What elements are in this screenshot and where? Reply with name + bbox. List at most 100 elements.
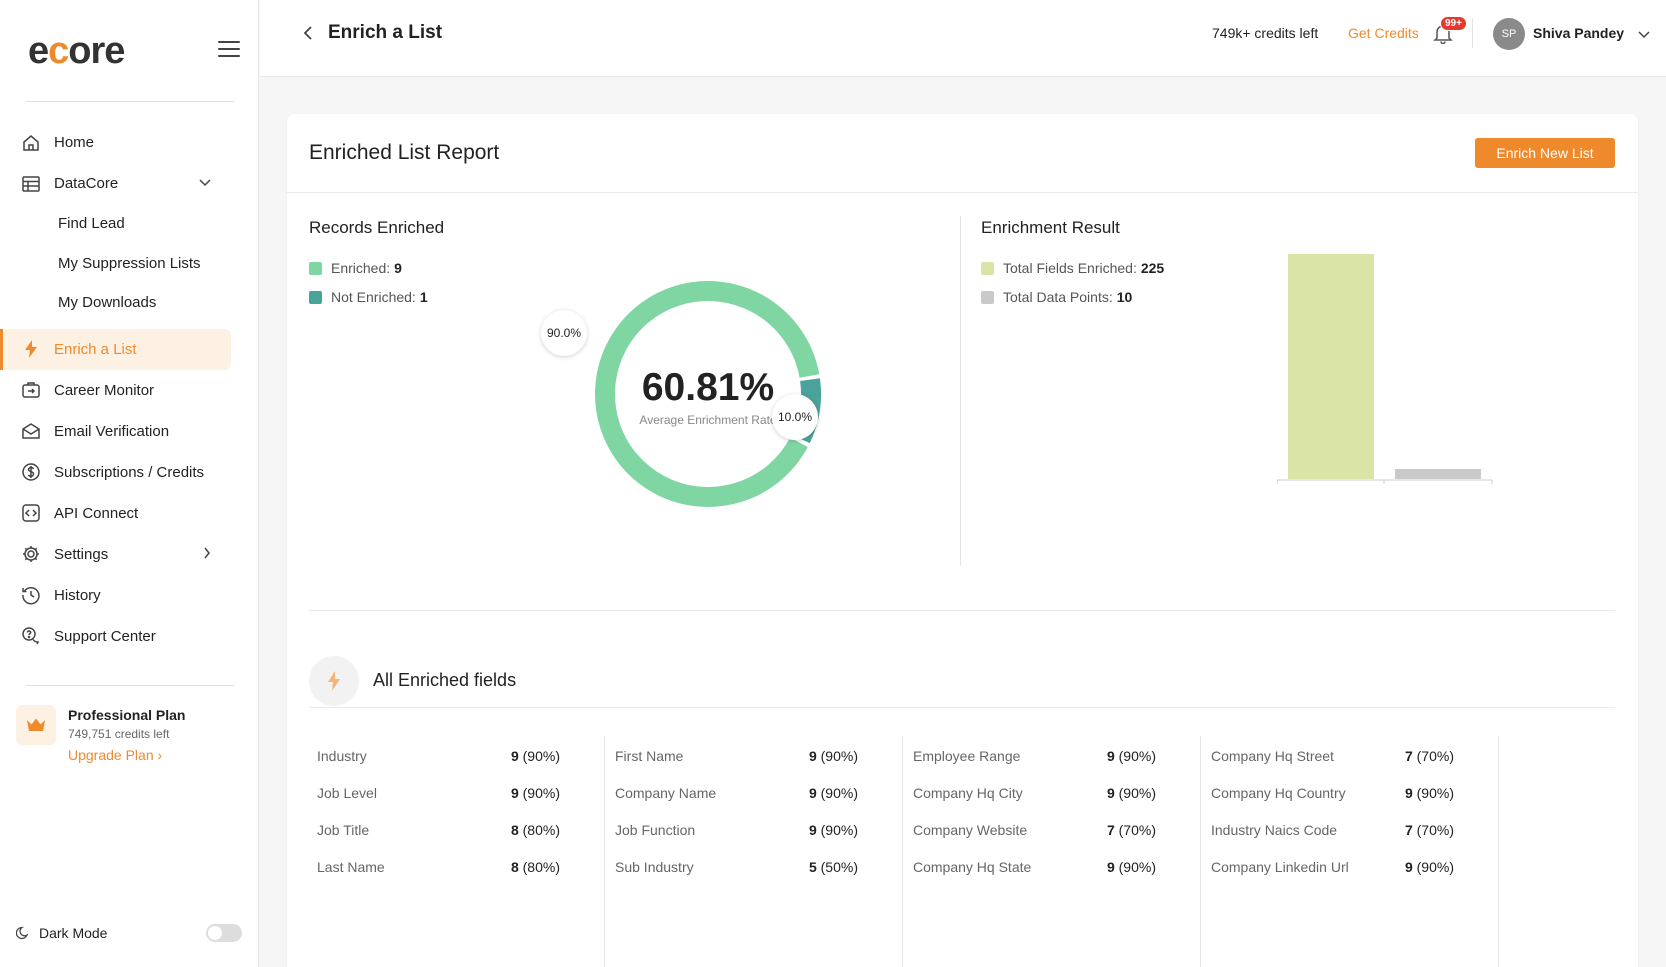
upgrade-plan-label: Upgrade Plan [68, 747, 154, 763]
dark-mode-toggle[interactable] [206, 924, 242, 942]
avatar[interactable]: SP [1493, 18, 1525, 50]
gear-icon [20, 543, 42, 565]
sidebar-item-label: Email Verification [54, 422, 170, 440]
sidebar-item-support-center[interactable]: Support Center [0, 616, 259, 657]
field-name: Sub Industry [615, 859, 694, 875]
sidebar-item-settings[interactable]: Settings [0, 534, 259, 575]
sidebar-item-datacore[interactable]: DataCore [0, 163, 259, 204]
field-name: Industry Naics Code [1211, 822, 1338, 838]
legend-value: 1 [419, 289, 428, 305]
sidebar-item-career-monitor[interactable]: Career Monitor [0, 370, 259, 411]
bolt-icon [20, 338, 42, 360]
moon-icon [15, 926, 30, 940]
chevron-down-icon[interactable] [199, 176, 211, 190]
field-name: Company Hq Street [1211, 748, 1334, 764]
field-value: 5 (50%) [808, 859, 858, 875]
app-logo[interactable]: ecore [28, 30, 125, 72]
legend-data-points: Total Data Points: 10 [981, 289, 1132, 305]
dark-mode-label: Dark Mode [39, 925, 108, 941]
menu-toggle-icon[interactable] [218, 41, 240, 57]
report-card: Enriched List Report Enrich New List Rec… [287, 114, 1638, 967]
field-name: Job Level [317, 785, 377, 801]
chevron-right-icon[interactable] [203, 547, 211, 562]
sidebar-item-label: Home [54, 134, 95, 151]
field-name: Company Hq Country [1211, 785, 1346, 801]
fields-column: Company Hq Street 7 (70%) Company Hq Coun… [1203, 736, 1499, 967]
crown-icon [16, 705, 56, 745]
sidebar-item-subscriptions[interactable]: Subscriptions / Credits [0, 452, 259, 493]
dark-mode-row: Dark Mode [15, 920, 246, 946]
legend-value: 9 [394, 260, 402, 276]
email-icon [20, 420, 42, 442]
records-enriched-title: Records Enriched [309, 218, 445, 237]
field-name: Last Name [317, 859, 385, 875]
topbar-divider [1472, 18, 1473, 48]
sidebar-divider [26, 685, 234, 686]
enrich-new-list-button[interactable]: Enrich New List [1475, 138, 1615, 168]
sidebar-divider [26, 101, 234, 102]
sidebar-item-find-lead[interactable]: Find Lead [0, 204, 259, 244]
back-arrow-icon[interactable] [302, 24, 316, 42]
sidebar-item-label: History [54, 586, 101, 604]
enrichment-result-title: Enrichment Result [981, 218, 1120, 237]
bar-chart [1277, 254, 1493, 484]
card-divider [309, 610, 1615, 611]
chevron-down-icon[interactable] [1638, 26, 1650, 44]
topbar: Enrich a List 749k+ credits left Get Cre… [260, 0, 1666, 77]
sidebar-item-home[interactable]: Home [0, 122, 259, 163]
sidebar-item-history[interactable]: History [0, 575, 259, 616]
home-icon [20, 132, 42, 154]
sidebar-nav: Home DataCore Find Lead My Suppression L… [0, 122, 259, 657]
sidebar-item-label: API Connect [54, 504, 139, 522]
legend-value: 10 [1116, 289, 1133, 305]
field-value: 8 (80%) [510, 822, 560, 838]
plan-credits: 749,751 credits left [68, 727, 170, 741]
sidebar-item-my-downloads[interactable]: My Downloads [0, 283, 259, 323]
field-name: Company Hq State [913, 859, 1032, 875]
page-title: Enrich a List [328, 22, 443, 43]
enriched-fields-grid: Industry 9 (90%) Job Level 9 (90%) Job Tit… [309, 736, 1615, 967]
field-value: 9 (90%) [1106, 748, 1156, 764]
donut-chart [595, 281, 821, 507]
average-enrichment-rate: 60.81% [641, 366, 775, 409]
not-enriched-pct-bubble: 10.0% [772, 394, 818, 440]
sidebar-item-email-verification[interactable]: Email Verification [0, 411, 259, 452]
legend-swatch [309, 290, 322, 304]
card-divider [309, 707, 1615, 708]
code-icon [20, 502, 42, 524]
field-value: 9 (90%) [808, 785, 858, 801]
legend-swatch [309, 261, 322, 275]
sidebar-item-label: DataCore [54, 175, 119, 192]
username[interactable]: Shiva Pandey [1533, 25, 1625, 41]
legend-label: Not Enriched: [331, 289, 416, 305]
field-value: 9 (90%) [510, 785, 560, 801]
field-value: 9 (90%) [1404, 785, 1454, 801]
sidebar-item-label: Find Lead [58, 215, 125, 233]
field-value: 7 (70%) [1404, 822, 1454, 838]
legend-not-enriched: Not Enriched: 1 [309, 289, 428, 305]
upgrade-plan-link[interactable]: Upgrade Plan › [68, 747, 162, 763]
section-divider [960, 216, 961, 566]
field-name: Company Website [913, 822, 1028, 838]
chevron-right-icon: › [157, 747, 163, 763]
field-value: 8 (80%) [510, 859, 560, 875]
sidebar-item-label: Enrich a List [54, 340, 137, 358]
field-name: Job Title [317, 822, 370, 838]
sidebar-item-enrich-a-list[interactable]: Enrich a List [0, 328, 231, 370]
sidebar-item-api-connect[interactable]: API Connect [0, 493, 259, 534]
bar-total-fields-enriched[interactable] [1288, 254, 1374, 479]
plan-title: Professional Plan [68, 707, 186, 723]
sidebar-item-suppression-lists[interactable]: My Suppression Lists [0, 244, 259, 284]
bar-chart-axis [1277, 479, 1493, 484]
sidebar-item-label: Career Monitor [54, 381, 155, 399]
bar-total-data-points[interactable] [1395, 469, 1481, 479]
credits-left: 749k+ credits left [1212, 25, 1319, 41]
fields-column: Employee Range 9 (90%) Company Hq City 9 (… [905, 736, 1201, 967]
field-value: 9 (90%) [808, 748, 858, 764]
get-credits-link[interactable]: Get Credits [1348, 25, 1419, 41]
notification-badge: 99+ [1440, 16, 1467, 31]
field-value: 7 (70%) [1106, 822, 1156, 838]
table-icon [20, 173, 42, 195]
field-value: 7 (70%) [1404, 748, 1454, 764]
field-name: First Name [615, 748, 684, 764]
